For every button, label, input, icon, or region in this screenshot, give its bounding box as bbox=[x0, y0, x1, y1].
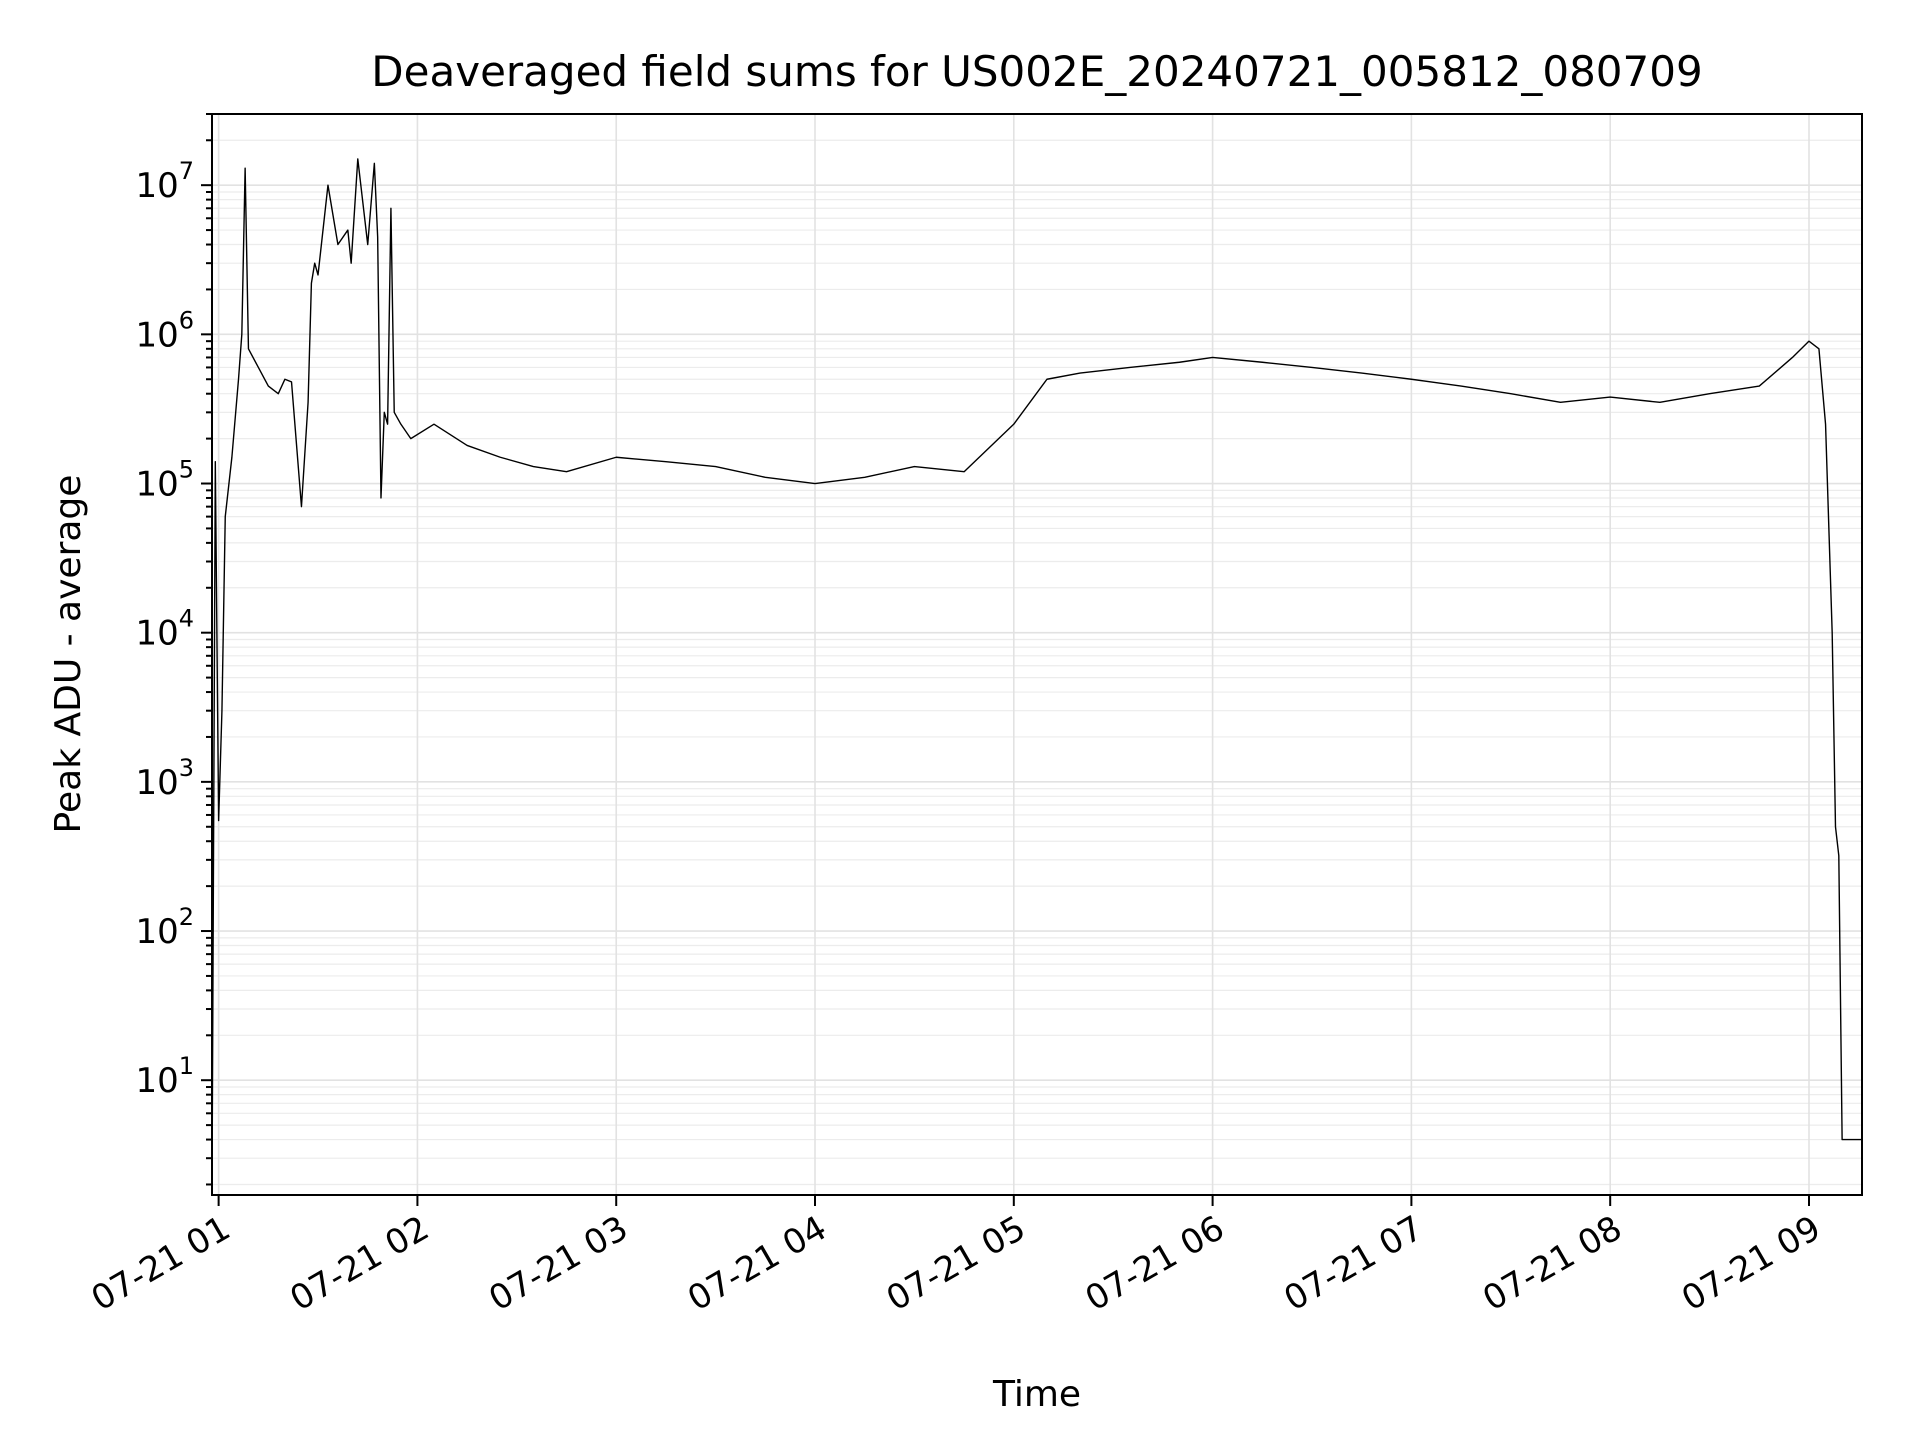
plot-frame bbox=[211, 113, 1863, 1196]
x-tick-label: 07-21 07 bbox=[1278, 1208, 1430, 1319]
y-tick-label: 103 bbox=[135, 754, 194, 803]
grid bbox=[212, 113, 1862, 1195]
x-tick-label: 07-21 01 bbox=[85, 1208, 237, 1319]
x-tick-label: 07-21 02 bbox=[284, 1208, 436, 1319]
x-tick-label: 07-21 09 bbox=[1675, 1208, 1827, 1319]
y-axis-label: Peak ADU - average bbox=[48, 475, 89, 834]
x-tick-label: 07-21 06 bbox=[1079, 1208, 1231, 1319]
x-tick-label: 07-21 05 bbox=[880, 1208, 1032, 1319]
x-tick-label: 07-21 04 bbox=[681, 1208, 833, 1319]
y-tick-label: 106 bbox=[135, 306, 194, 355]
x-axis-label: Time bbox=[992, 1374, 1081, 1415]
series-line-0 bbox=[211, 158, 1862, 1192]
y-tick-label: 101 bbox=[135, 1052, 194, 1101]
x-tick-label: 07-21 08 bbox=[1476, 1208, 1628, 1319]
y-axis: 101 102 103 104 105 106 107 bbox=[135, 113, 212, 1186]
y-tick-label: 104 bbox=[135, 605, 194, 654]
x-tick-label: 07-21 03 bbox=[482, 1208, 634, 1319]
chart-title: Deaveraged field sums for US002E_2024072… bbox=[371, 47, 1702, 96]
x-axis: 07-21 01 07-21 02 07-21 03 07-21 04 07-21 05… bbox=[85, 1195, 1827, 1319]
y-tick-label: 102 bbox=[135, 903, 194, 952]
y-tick-label: 105 bbox=[135, 456, 194, 505]
series-layer bbox=[211, 158, 1862, 1192]
y-tick-label: 107 bbox=[135, 157, 194, 206]
